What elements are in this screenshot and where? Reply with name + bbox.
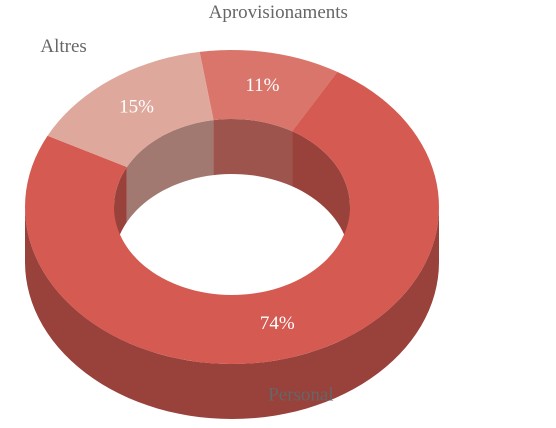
value-label: 15% bbox=[119, 96, 154, 117]
category-label: Personal bbox=[268, 385, 333, 406]
slice bbox=[47, 51, 214, 168]
category-label: Altres bbox=[40, 36, 86, 57]
outer-wall bbox=[25, 207, 439, 419]
value-label: 11% bbox=[245, 75, 279, 96]
inner-wall bbox=[213, 119, 293, 187]
value-label: 74% bbox=[260, 313, 295, 334]
slice bbox=[25, 71, 439, 365]
inner-wall bbox=[126, 120, 214, 223]
inner-wall bbox=[292, 131, 350, 262]
slice bbox=[199, 50, 338, 132]
category-label: Aprovisionaments bbox=[209, 2, 348, 23]
